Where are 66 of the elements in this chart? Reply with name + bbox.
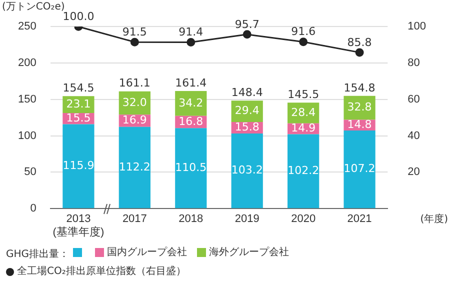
y2-tick-label: 80 xyxy=(408,57,420,70)
y-tick-label: 250 xyxy=(18,20,36,33)
total-label: 145.5 xyxy=(288,88,320,102)
data-label: 103.2 xyxy=(231,164,263,177)
data-label: 115.9 xyxy=(62,159,94,172)
legend-label: 国内グループ会社 xyxy=(107,246,188,260)
legend-label: 海外グループ会社 xyxy=(209,246,290,260)
y-tick-label: 50 xyxy=(24,166,36,178)
data-label: 110.5 xyxy=(175,160,207,174)
y-tick-label: 100 xyxy=(18,130,36,142)
x-tick-label: 2020 xyxy=(291,213,316,226)
y-axis-title: (万トンCO₂e) xyxy=(2,2,65,13)
point xyxy=(186,38,196,46)
bar xyxy=(344,96,376,120)
data-label: 112.2 xyxy=(118,160,150,174)
y2-tick-label: 100 xyxy=(408,20,426,33)
total-label: 161.4 xyxy=(175,76,207,90)
x-tick-label: 2017 xyxy=(122,213,147,226)
data-label: 107.2 xyxy=(344,162,376,176)
y-tick-label: 150 xyxy=(18,93,36,106)
x-tick-label: 2013 (基準年度) xyxy=(52,213,104,238)
total-label: 148.4 xyxy=(231,86,263,99)
data-label: 100.0 xyxy=(62,10,94,23)
point xyxy=(299,38,308,46)
data-label: 29.4 xyxy=(234,104,260,118)
x-tick-label: 2019 xyxy=(234,213,260,226)
data-label: 14.9 xyxy=(291,122,316,135)
data-label: 16.9 xyxy=(122,114,147,127)
bar xyxy=(344,130,376,208)
x-tick-label: 2021 xyxy=(347,213,372,226)
legend-label: 全工場CO₂排出原単位指数（右目盛） xyxy=(17,264,186,279)
bar xyxy=(175,128,207,208)
data-label: 34.2 xyxy=(178,96,204,110)
data-label: 32.0 xyxy=(122,96,147,109)
legend-title: GHG排出量： xyxy=(6,249,70,260)
y2-tick-label: 60 xyxy=(408,93,420,106)
x-tick-label: 2018 xyxy=(178,213,204,226)
y-tick-label: 0 xyxy=(30,202,36,215)
data-label: 23.1 xyxy=(66,97,91,110)
data-label: 16.8 xyxy=(178,114,204,128)
bar xyxy=(288,134,320,208)
data-label: 15.5 xyxy=(66,111,91,124)
data-label: 28.4 xyxy=(291,106,316,119)
data-label: 85.8 xyxy=(347,36,372,49)
point xyxy=(242,30,252,39)
data-label: 14.8 xyxy=(347,118,372,132)
y-tick-label: 200 xyxy=(18,57,36,70)
bar xyxy=(231,133,263,208)
bar xyxy=(175,91,207,116)
bar xyxy=(62,124,94,208)
point xyxy=(130,38,139,46)
y2-tick-label: 20 xyxy=(408,166,420,178)
point xyxy=(355,48,364,57)
total-label: 154.8 xyxy=(344,81,376,94)
bar xyxy=(118,126,150,208)
data-label: 15.8 xyxy=(234,120,260,134)
data-label: 102.2 xyxy=(288,164,320,178)
data-label: 95.7 xyxy=(234,18,260,31)
total-label: 161.1 xyxy=(118,76,150,90)
data-label: 32.8 xyxy=(347,100,372,114)
total-label: 154.5 xyxy=(62,81,94,94)
data-label: 91.5 xyxy=(122,25,147,38)
y2-tick-label: 40 xyxy=(408,130,420,142)
x-axis-title: (年度) xyxy=(420,213,448,226)
data-label: 91.4 xyxy=(178,26,204,39)
data-label: 91.6 xyxy=(291,25,316,38)
